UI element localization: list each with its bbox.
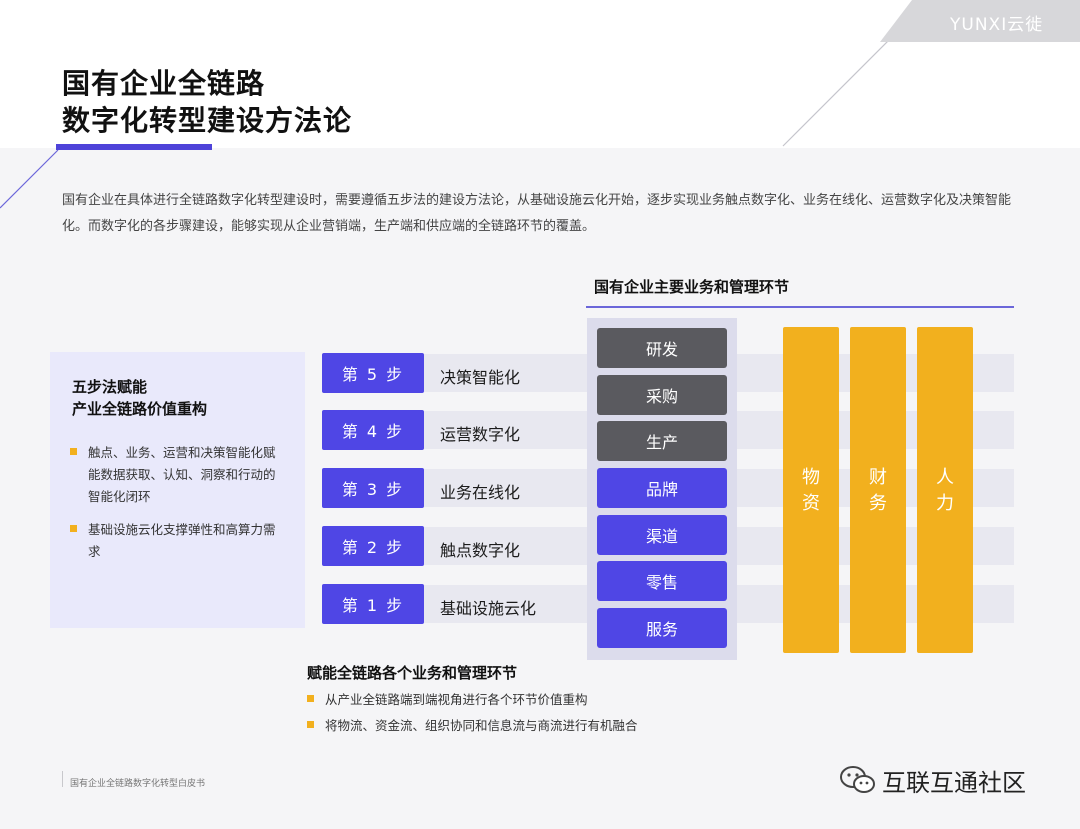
bullet-square-icon (307, 695, 314, 702)
bullet-square-icon (307, 721, 314, 728)
panel-heading: 五步法赋能 产业全链路价值重构 (72, 376, 207, 420)
management-label-hr: 人力 (917, 465, 973, 517)
empower-bullet: 将物流、资金流、组织协同和信息流与商流进行有机融合 (307, 715, 707, 737)
footer-divider (62, 771, 63, 787)
business-heading: 国有企业主要业务和管理环节 (594, 278, 790, 296)
management-label-text: 财务 (869, 467, 887, 514)
bullet-square-icon (70, 448, 77, 455)
management-column-hr (917, 327, 973, 653)
empower-bullet-text: 从产业全链路端到端视角进行各个环节价值重构 (325, 692, 588, 707)
wechat-icon (840, 766, 875, 793)
page-title-line-1: 国有企业全链路 (62, 67, 266, 100)
step-2-label: 触点数字化 (440, 541, 521, 560)
panel-bullet-text: 基础设施云化支撑弹性和高算力需求 (88, 522, 276, 559)
step-3-badge: 第 3 步 (322, 468, 424, 508)
step-2-badge: 第 2 步 (322, 526, 424, 566)
business-item-purchasing: 采购 (597, 375, 727, 415)
management-column-finance (850, 327, 906, 653)
step-4-badge: 第 4 步 (322, 410, 424, 450)
intro-paragraph: 国有企业在具体进行全链路数字化转型建设时，需要遵循五步法的建设方法论，从基础设施… (62, 193, 1012, 234)
panel-heading-line-2: 产业全链路价值重构 (72, 400, 208, 418)
step-4-label: 运营数字化 (440, 425, 521, 444)
footer-note: 国有企业全链路数字化转型白皮书 (70, 779, 206, 789)
management-label-finance: 财务 (850, 465, 906, 517)
business-item-service: 服务 (597, 608, 727, 648)
title-underline (56, 144, 212, 150)
bullet-square-icon (70, 525, 77, 532)
management-column-materials (783, 327, 839, 653)
business-item-channel: 渠道 (597, 515, 727, 555)
step-1-label: 基础设施云化 (440, 599, 537, 618)
management-label-text: 人力 (936, 467, 954, 514)
step-5-badge: 第 5 步 (322, 353, 424, 393)
panel-bullet: 触点、业务、运营和决策智能化赋能数据获取、认知、洞察和行动的智能化闭环 (70, 442, 285, 508)
business-item-rnd: 研发 (597, 328, 727, 368)
panel-bullet: 基础设施云化支撑弹性和高算力需求 (70, 519, 285, 563)
brand-logo: YUNXI云徙 (950, 15, 1044, 35)
empower-bullet: 从产业全链路端到端视角进行各个环节价值重构 (307, 689, 707, 711)
empower-heading: 赋能全链路各个业务和管理环节 (307, 664, 518, 682)
panel-bullet-text: 触点、业务、运营和决策智能化赋能数据获取、认知、洞察和行动的智能化闭环 (88, 445, 276, 504)
management-label-materials: 物资 (783, 465, 839, 517)
step-1-badge: 第 1 步 (322, 584, 424, 624)
empower-bullet-text: 将物流、资金流、组织协同和信息流与商流进行有机融合 (325, 718, 638, 733)
business-item-brand: 品牌 (597, 468, 727, 508)
business-item-retail: 零售 (597, 561, 727, 601)
five-step-panel (50, 352, 305, 628)
community-name: 互联互通社区 (882, 769, 1026, 797)
step-3-label: 业务在线化 (440, 483, 521, 502)
panel-heading-line-1: 五步法赋能 (72, 378, 148, 396)
management-label-text: 物资 (802, 467, 820, 514)
business-item-production: 生产 (597, 421, 727, 461)
brand-band (880, 0, 1080, 42)
business-heading-underline (586, 306, 1014, 308)
step-5-label: 决策智能化 (440, 368, 521, 387)
page-title-line-2: 数字化转型建设方法论 (62, 104, 353, 137)
